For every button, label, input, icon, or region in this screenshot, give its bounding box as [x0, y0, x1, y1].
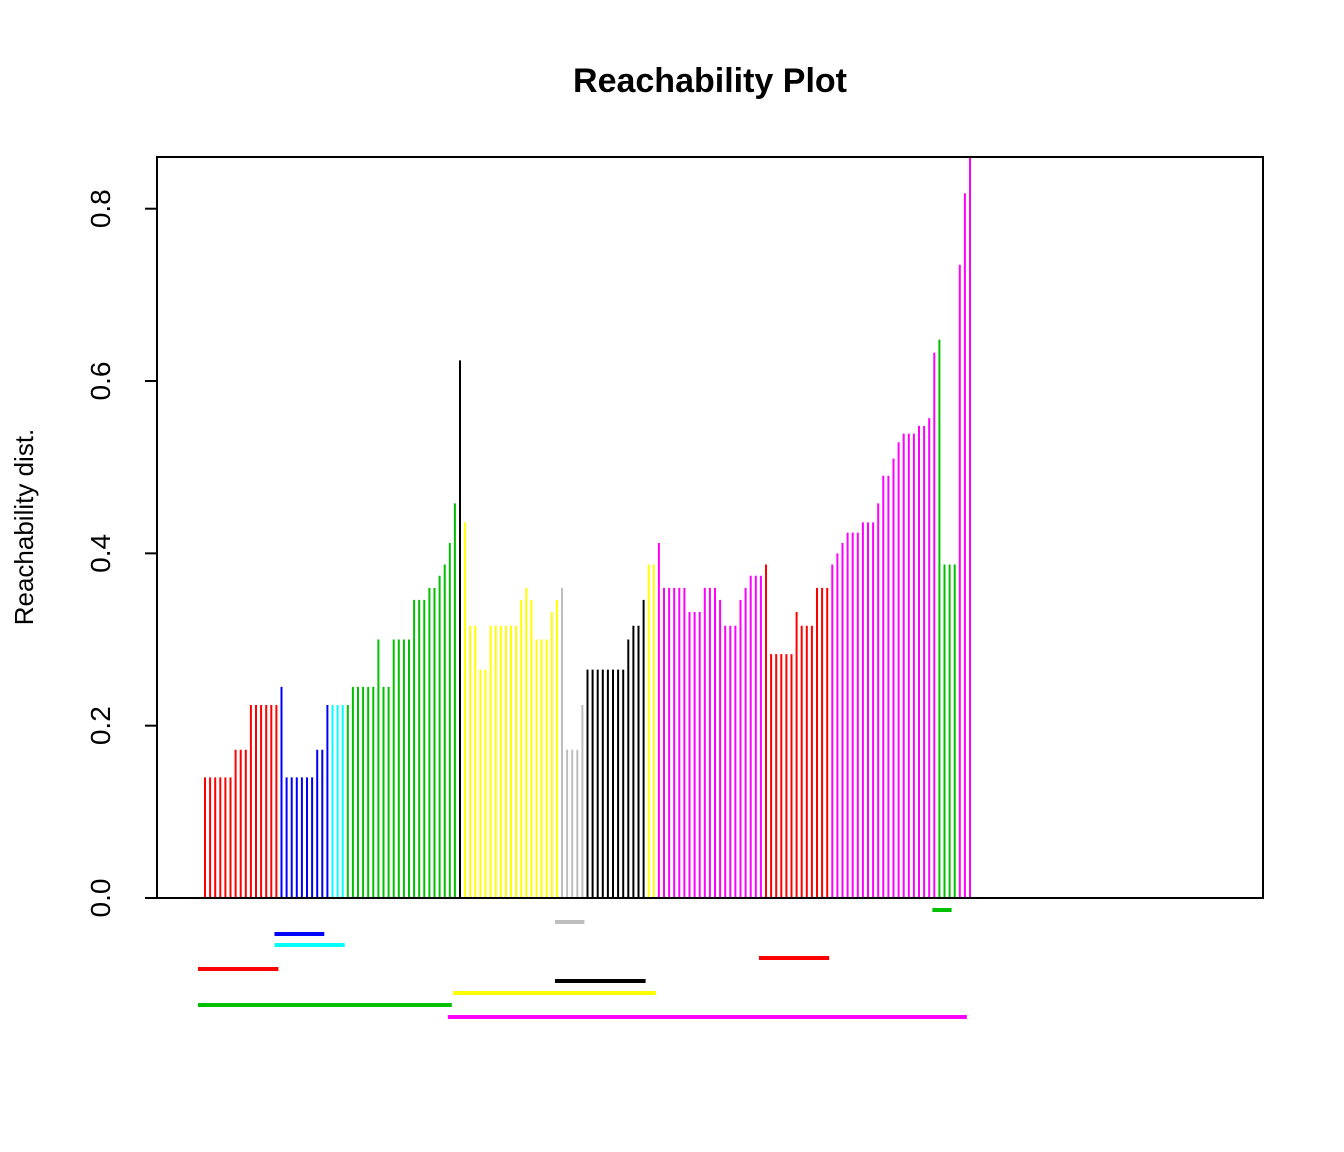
y-tick-label: 0.4 [85, 534, 116, 573]
bars-group [204, 157, 971, 898]
y-axis-label: Reachability dist. [9, 429, 39, 626]
y-tick-label: 0.0 [85, 879, 116, 918]
y-tick-label: 0.8 [85, 189, 116, 228]
cluster-segments [198, 908, 967, 1019]
y-tick-label: 0.6 [85, 362, 116, 401]
chart-title: Reachability Plot [573, 62, 847, 100]
y-tick-label: 0.2 [85, 706, 116, 745]
y-axis: 0.0 0.2 0.4 0.6 0.8 [85, 189, 158, 918]
